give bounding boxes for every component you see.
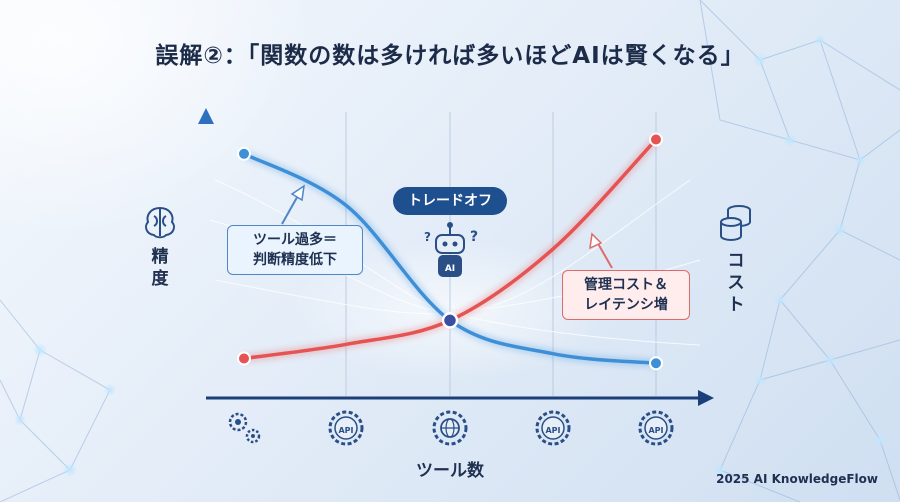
y-axis-label: 精度 <box>151 247 169 289</box>
svg-text:?: ? <box>470 229 478 245</box>
callout-right-line-1: 管理コスト＆ <box>584 277 668 293</box>
accuracy-end-point <box>237 146 251 161</box>
api-label-2: API <box>545 426 561 435</box>
robot-label: AI <box>444 264 456 274</box>
callout-cost-latency: 管理コスト＆ レイテンシ増 <box>562 270 690 320</box>
footer-credit: 2025 AI KnowledgeFlow <box>716 472 878 486</box>
intersection-point <box>441 312 459 329</box>
api-label-1: API <box>338 426 354 435</box>
cost-end-point <box>237 351 251 366</box>
x-axis-label: ツール数 <box>416 461 484 481</box>
api-gear-icon <box>638 410 674 446</box>
callout-right-arrow <box>589 232 613 269</box>
accuracy-end-point <box>649 356 663 371</box>
api-label-3: API <box>648 426 664 435</box>
cost-axis-label: コスト <box>727 251 745 315</box>
api-gear-icon <box>328 410 364 446</box>
coins-icon <box>720 205 751 241</box>
y-axis-arrow <box>198 108 214 124</box>
callout-right-line-2: レイテンシ増 <box>584 297 668 313</box>
x-axis-arrow <box>698 390 714 406</box>
robot-icon: ? ? <box>424 222 478 277</box>
tradeoff-badge: トレードオフ <box>393 187 507 215</box>
svg-text:?: ? <box>424 230 431 244</box>
page-title: 誤解②：「関数の数は多ければ多いほどAIは賢くなる」 <box>155 43 745 69</box>
gears-icon <box>228 412 261 444</box>
cost-end-point <box>649 132 663 147</box>
brain-icon <box>145 206 175 239</box>
globe-gear-icon <box>432 410 468 446</box>
callout-left-arrow <box>281 184 305 225</box>
callout-tool-overload: ツール過多＝ 判断精度低下 <box>227 225 363 275</box>
api-gear-icon <box>535 410 571 446</box>
callout-left-line-2: 判断精度低下 <box>253 252 337 268</box>
callout-left-line-1: ツール過多＝ <box>253 232 337 248</box>
